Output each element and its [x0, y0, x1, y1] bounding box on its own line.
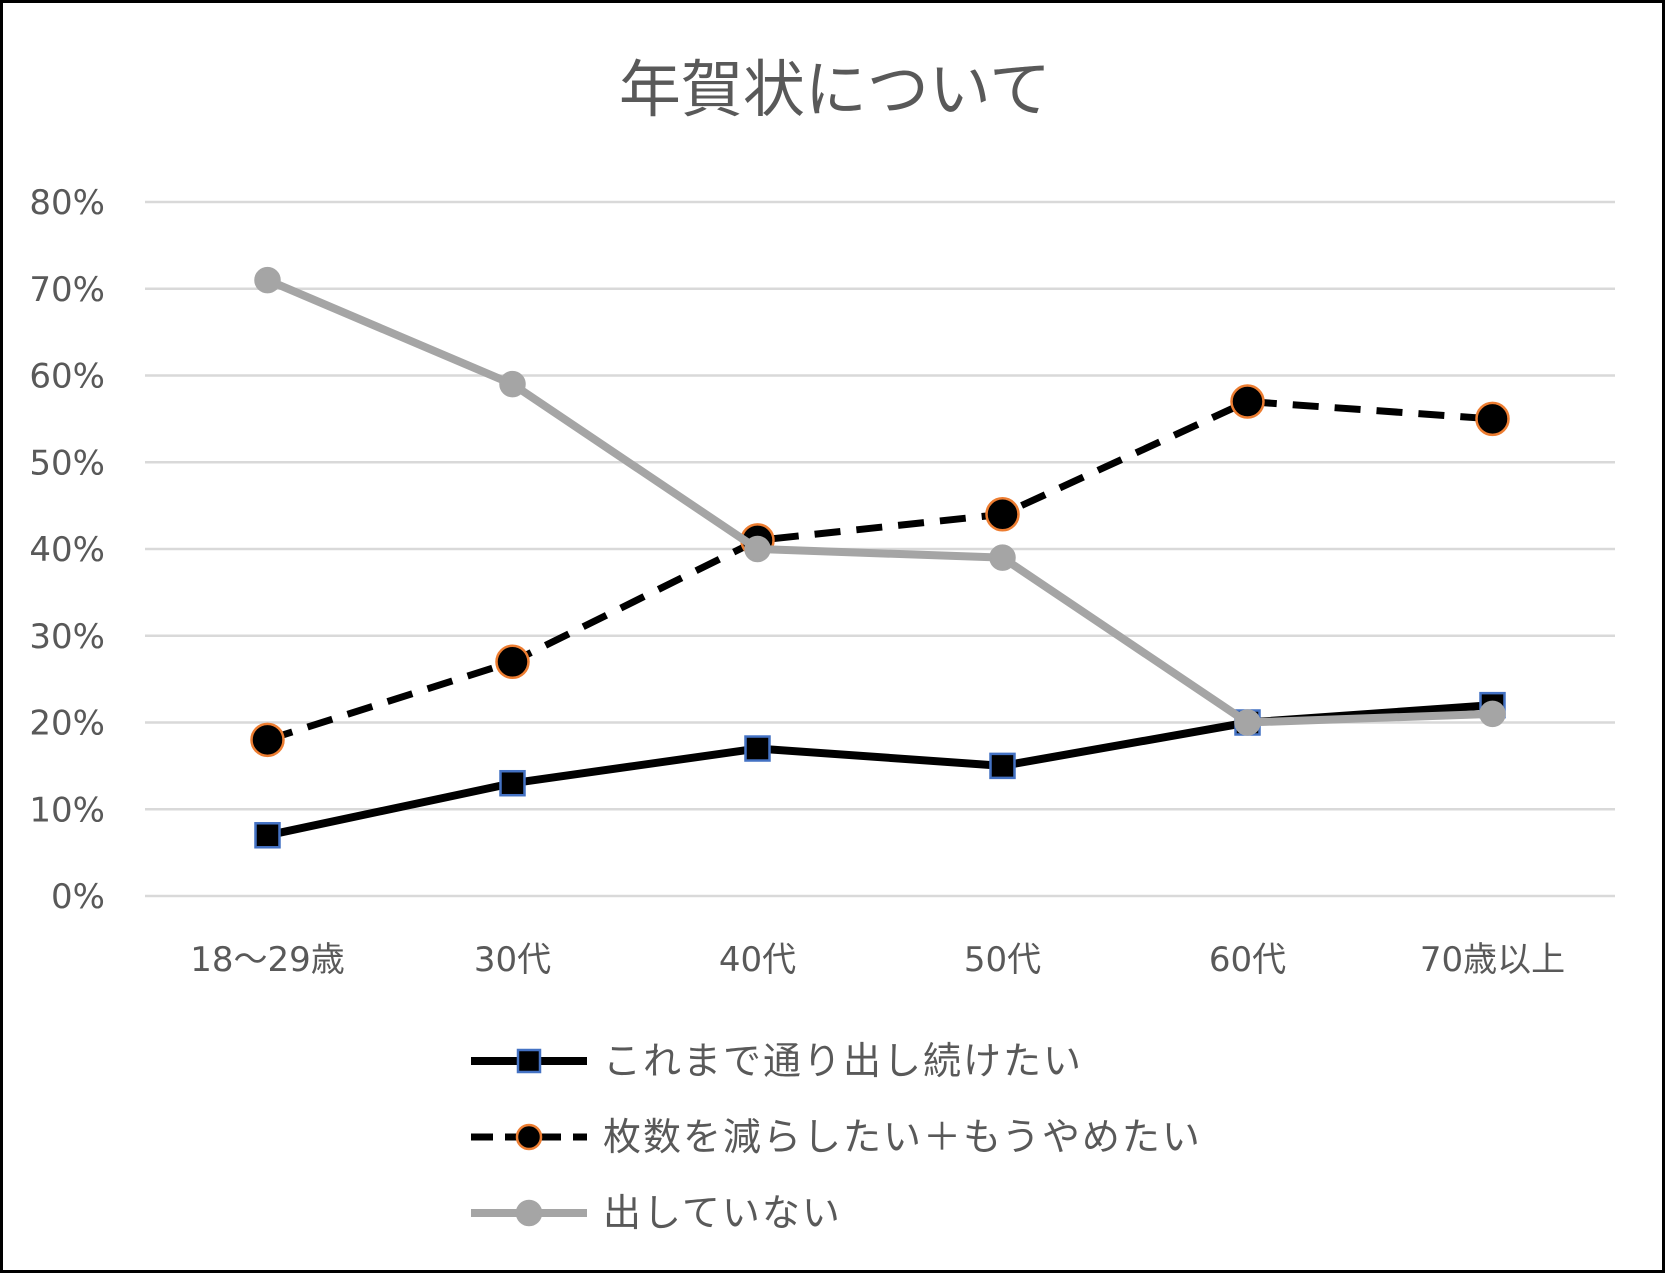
series-line	[266, 398, 1493, 744]
x-axis-tick-labels: 18〜29歳 30代 40代 50代 60代 70歳以上	[190, 940, 1565, 980]
data-point	[1479, 700, 1506, 728]
legend-label: 枚数を減らしたい＋もうやめたい	[603, 1115, 1202, 1159]
x-tick-label: 60代	[1209, 940, 1286, 980]
series-1	[250, 384, 1510, 758]
series-line	[263, 701, 1497, 840]
y-tick-label: 40%	[29, 530, 105, 570]
data-point	[989, 544, 1016, 571]
data-point	[250, 722, 285, 758]
grid-lines	[145, 200, 1615, 898]
legend-entry: これまで通り出し続けたい	[471, 1039, 1083, 1083]
data-point	[499, 370, 526, 398]
data-point	[1230, 384, 1265, 419]
data-point	[1475, 401, 1510, 437]
x-tick-label: 70歳以上	[1420, 940, 1565, 980]
series-group	[250, 266, 1510, 849]
legend-marker	[516, 1048, 542, 1074]
y-tick-label: 0%	[51, 877, 105, 917]
legend-label: これまで通り出し続けたい	[603, 1039, 1083, 1083]
y-tick-label: 20%	[29, 704, 105, 744]
y-axis-tick-labels: 0% 10% 20% 30% 40% 50% 60% 70% 80%	[29, 183, 105, 917]
x-tick-label: 40代	[719, 940, 796, 980]
y-tick-label: 10%	[29, 790, 105, 830]
series-2	[254, 266, 1506, 736]
data-point	[254, 266, 281, 294]
line-chart: 年賀状について 0% 10% 20% 30% 40% 50% 60% 70% 80% 18〜29…	[29, 53, 1615, 1235]
data-point	[989, 752, 1016, 780]
data-point	[744, 735, 771, 762]
legend-marker	[515, 1123, 543, 1151]
data-point	[499, 769, 526, 797]
x-tick-label: 50代	[964, 940, 1041, 980]
legend-label: 出していない	[603, 1191, 842, 1235]
data-point	[1234, 709, 1261, 736]
y-tick-label: 70%	[29, 270, 105, 310]
data-point	[495, 644, 530, 680]
y-tick-label: 50%	[29, 443, 105, 483]
data-point	[254, 822, 281, 849]
legend-entry: 枚数を減らしたい＋もうやめたい	[471, 1115, 1202, 1159]
x-tick-label: 30代	[474, 940, 551, 980]
data-point	[985, 497, 1020, 532]
legend-entry: 出していない	[471, 1191, 842, 1235]
series-line	[263, 276, 1497, 727]
data-point	[744, 535, 771, 563]
chart-title: 年賀状について	[619, 53, 1051, 126]
y-tick-label: 60%	[29, 357, 105, 397]
y-tick-label: 30%	[29, 617, 105, 657]
legend-marker	[515, 1199, 543, 1227]
y-tick-label: 80%	[29, 183, 105, 223]
x-tick-label: 18〜29歳	[190, 940, 345, 980]
